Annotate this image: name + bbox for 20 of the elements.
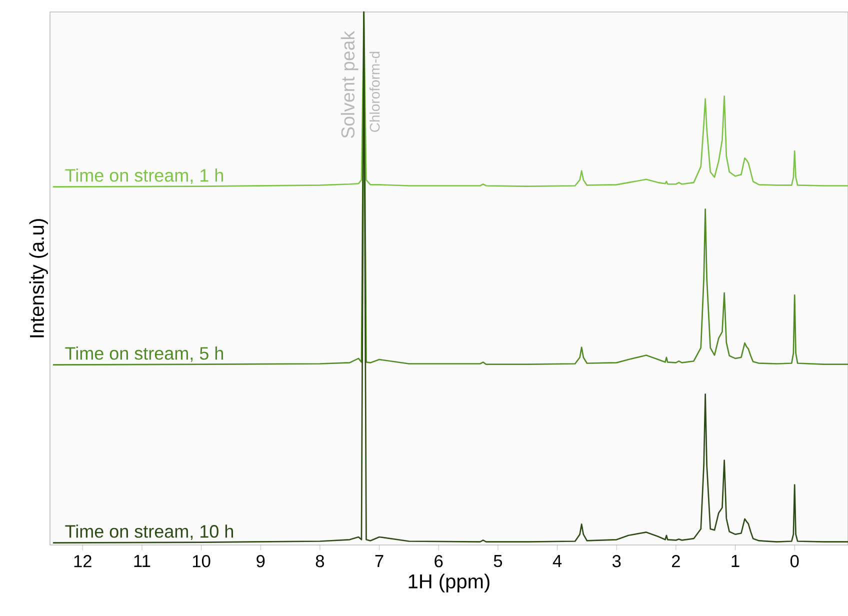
series-label: Time on stream, 5 h <box>65 346 224 362</box>
x-tick-label: 4 <box>552 555 562 567</box>
x-tick-label: 0 <box>790 555 799 568</box>
annotation: Solvent peak <box>340 30 358 138</box>
x-tick-label: 9 <box>256 555 265 568</box>
x-tick-label: 8 <box>316 555 324 568</box>
series-label: Time on stream, 10 h <box>65 524 234 540</box>
annotation: Chloroform-d <box>369 52 380 132</box>
x-axis-title: 1H (ppm) <box>408 574 490 592</box>
x-tick-label: 1 <box>732 555 740 567</box>
x-tick-label: 7 <box>375 555 384 567</box>
x-tick-label: 2 <box>672 555 680 568</box>
y-axis-title: Intensity (a.u) <box>29 219 48 338</box>
x-tick-label: 3 <box>612 555 621 568</box>
series-label: Time on stream, 1 h <box>65 168 224 184</box>
x-tick-label: 5 <box>494 555 502 568</box>
x-tick-label: 10 <box>192 555 210 568</box>
x-tick-label: 12 <box>74 555 92 568</box>
x-tick-label: 11 <box>134 555 150 567</box>
x-tick-label: 6 <box>434 555 443 568</box>
